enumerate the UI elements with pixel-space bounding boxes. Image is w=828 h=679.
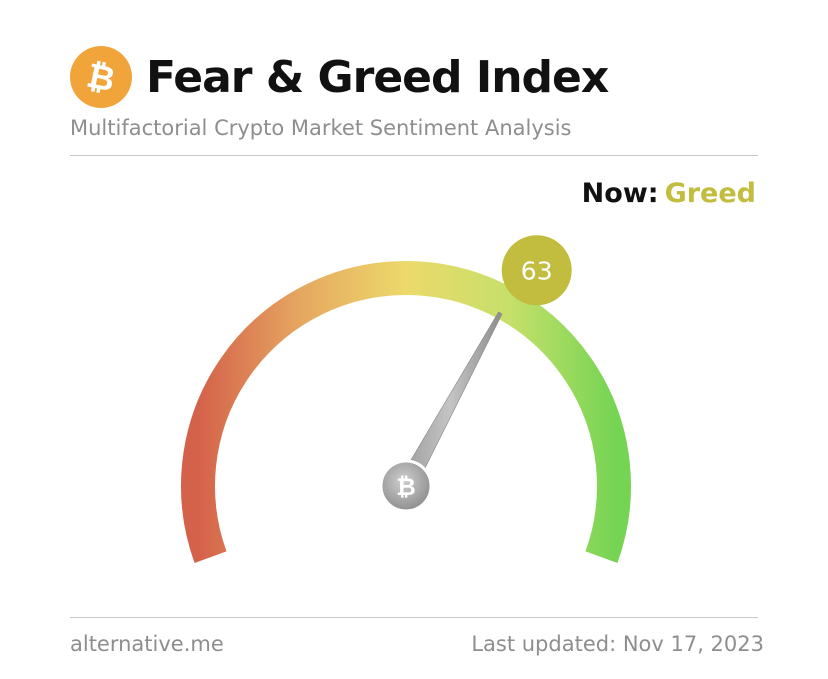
last-updated: Last updated: Nov 17, 2023 [471, 632, 764, 656]
gauge-arc [181, 261, 631, 563]
divider-bottom [70, 617, 758, 618]
current-status: Now: Greed [582, 178, 756, 209]
bitcoin-logo-icon: ₿ [70, 46, 132, 108]
value-label: 63 [521, 256, 553, 285]
now-label: Now: [581, 178, 659, 209]
page-title: Fear & Greed Index [146, 51, 609, 103]
value-badge [501, 235, 572, 306]
source-link[interactable]: alternative.me [70, 632, 224, 656]
gauge-hub [379, 459, 433, 513]
header: ₿ Fear & Greed Index [70, 46, 609, 108]
bitcoin-icon: ₿ [396, 473, 416, 501]
classification-label: Greed [664, 178, 756, 209]
page-subtitle: Multifactorial Crypto Market Sentiment A… [70, 116, 572, 140]
divider-top [70, 155, 758, 156]
